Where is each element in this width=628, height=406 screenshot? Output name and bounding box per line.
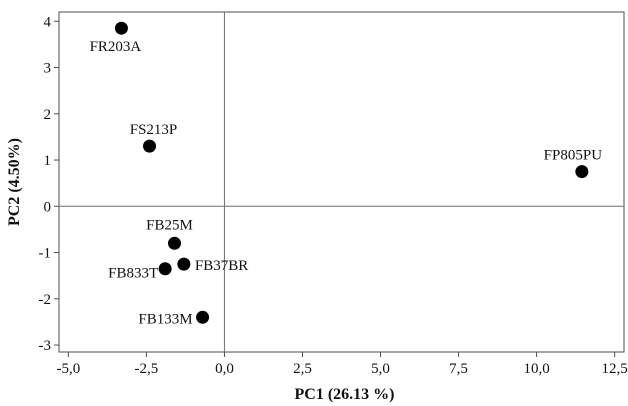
data-point-label: FB37BR (195, 258, 248, 274)
data-point-label: FB833T (108, 266, 158, 282)
x-tick-label: -2,5 (135, 361, 159, 377)
data-point (158, 262, 172, 276)
data-point-label: FB133M (138, 311, 192, 327)
y-axis-title: PC2 (4.50%) (6, 138, 23, 226)
data-point (196, 310, 210, 324)
y-tick-label: 3 (44, 61, 52, 77)
x-tick-label: -5,0 (56, 361, 80, 377)
reference-lines (59, 12, 624, 352)
plot-frame (58, 11, 625, 353)
x-tick-label: 10,0 (523, 361, 549, 377)
data-point-label: FP805PU (544, 148, 603, 164)
data-point (575, 165, 589, 179)
data-point (167, 236, 181, 250)
data-point (177, 257, 191, 271)
data-point-label: FB25M (146, 217, 193, 233)
data-point (114, 21, 128, 35)
y-axis-ticks: -3 -2 -1 0 1 2 3 4 (39, 14, 59, 354)
x-axis-ticks: -5,0 -2,5 0,0 2,5 5,0 7,5 10,0 12,5 (56, 352, 628, 377)
data-points: FR203A FS213P FP805PU FB25M FB37BR FB833T FB13… (90, 21, 603, 327)
y-tick-label: 1 (44, 153, 52, 169)
y-tick-label: 4 (44, 14, 52, 30)
y-tick-label: 2 (44, 107, 52, 123)
x-tick-label: 7,5 (449, 361, 468, 377)
y-tick-label: -1 (39, 246, 52, 262)
data-point-label: FS213P (130, 122, 178, 138)
data-point (143, 139, 157, 153)
x-axis-title: PC1 (26.13 %) (295, 386, 395, 403)
x-tick-label: 0,0 (215, 361, 234, 377)
x-tick-label: 12,5 (602, 361, 628, 377)
data-point-label: FR203A (90, 39, 142, 55)
y-tick-label: 0 (44, 199, 52, 215)
y-tick-label: -3 (39, 338, 52, 354)
x-tick-label: 2,5 (293, 361, 312, 377)
y-tick-label: -2 (39, 292, 52, 308)
x-tick-label: 5,0 (371, 361, 390, 377)
plot-border (58, 11, 625, 353)
